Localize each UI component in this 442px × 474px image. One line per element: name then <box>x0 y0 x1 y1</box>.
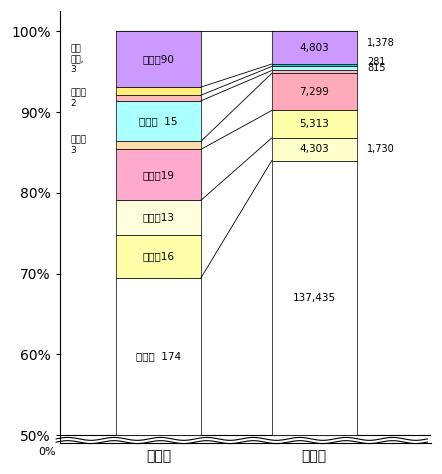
Bar <box>116 31 201 87</box>
Text: 281: 281 <box>367 57 386 67</box>
Text: 水産科
3: 水産科 3 <box>70 136 86 155</box>
Bar <box>116 235 201 278</box>
Text: 普通科  174: 普通科 174 <box>136 352 181 362</box>
Bar <box>272 110 357 138</box>
Bar <box>272 138 357 161</box>
Text: 工業科13: 工業科13 <box>143 212 175 222</box>
Bar <box>272 71 357 73</box>
Bar <box>116 200 201 235</box>
Text: 4,303: 4,303 <box>299 144 329 154</box>
Text: 総合
学科,
3: 総合 学科, 3 <box>70 45 84 74</box>
Text: 家庭科  15: 家庭科 15 <box>139 116 178 126</box>
Bar <box>272 73 357 110</box>
Bar <box>272 161 357 435</box>
Bar <box>116 278 201 435</box>
Bar <box>116 149 201 200</box>
Text: 815: 815 <box>367 64 386 73</box>
Text: 農業科16: 農業科16 <box>143 251 175 261</box>
Bar <box>116 95 201 101</box>
Text: 看護科
2: 看護科 2 <box>70 89 86 108</box>
Bar <box>116 141 201 149</box>
Text: 商業科19: 商業科19 <box>143 170 175 180</box>
Text: 137,435: 137,435 <box>293 293 336 303</box>
Bar <box>272 64 357 66</box>
Text: 0%: 0% <box>38 447 56 457</box>
Text: 7,299: 7,299 <box>299 87 329 97</box>
Bar <box>272 31 357 64</box>
Text: 1,378: 1,378 <box>367 38 395 48</box>
Text: その他90: その他90 <box>143 54 175 64</box>
Bar <box>116 101 201 141</box>
Bar <box>116 87 201 95</box>
Text: 4,803: 4,803 <box>299 43 329 53</box>
Text: 1,730: 1,730 <box>367 144 395 154</box>
Bar <box>272 66 357 71</box>
Text: 5,313: 5,313 <box>299 119 329 129</box>
